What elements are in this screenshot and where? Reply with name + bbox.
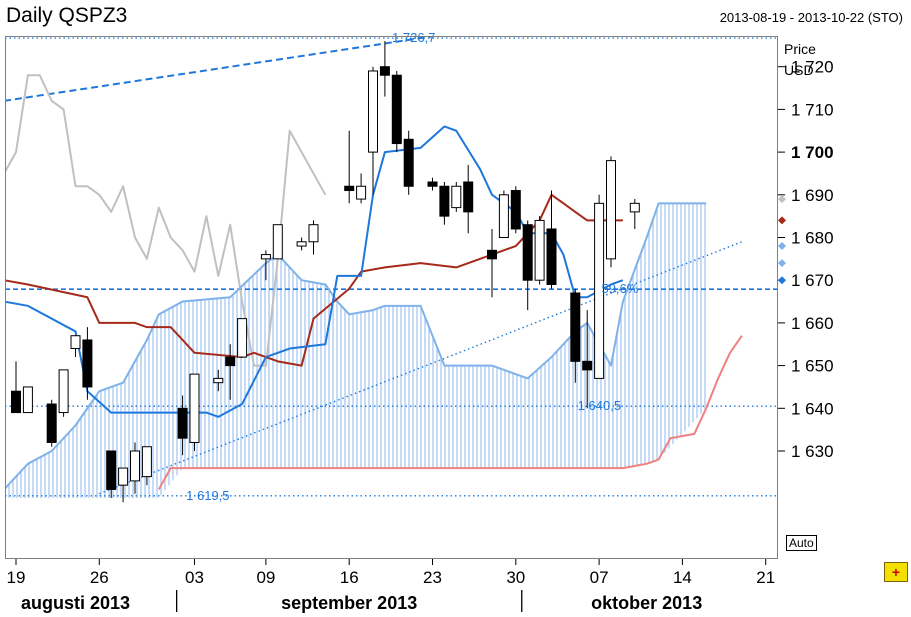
base-line: [5, 193, 623, 367]
price-marker: [778, 195, 786, 204]
candle-body: [463, 181, 474, 213]
price-tick-label: 1 680: [791, 229, 834, 248]
price-tick-label: 1 660: [791, 314, 834, 333]
candle-body: [451, 185, 462, 209]
candle-body: [427, 181, 438, 187]
candle-body: [177, 407, 188, 439]
price-marker: [778, 259, 786, 268]
candle-body: [22, 386, 33, 414]
price-axis-unit: USD: [784, 62, 814, 78]
candle-body: [344, 185, 355, 192]
date-tick-label: 30: [506, 568, 525, 587]
horizontal-line-label: 59,6%: [601, 281, 638, 296]
candle-body: [594, 202, 605, 379]
price-tick-label: 1 630: [791, 442, 834, 461]
candle-body: [510, 190, 521, 230]
candle-body: [522, 224, 533, 281]
candle-body: [582, 360, 593, 371]
price-tick-label: 1 690: [791, 186, 834, 205]
candle-body: [403, 138, 414, 187]
auto-scale-button[interactable]: Auto: [786, 535, 817, 551]
date-range: 2013-08-19 - 2013-10-22 (STO): [719, 10, 903, 25]
candle-body: [546, 228, 557, 285]
price-tick-label: 1 650: [791, 357, 834, 376]
candle-body: [118, 467, 129, 486]
date-axis: 19 26 03 09 16 23 30 07 14 21 augusti 2013 septembe…: [7, 559, 775, 613]
candle-body: [272, 224, 283, 260]
month-label: september 2013: [281, 593, 417, 613]
date-tick-label: 09: [256, 568, 275, 587]
price-tick-label: 1 670: [791, 271, 834, 290]
horizontal-line-label: 1 726,7: [392, 30, 435, 45]
candle-body: [570, 292, 581, 362]
candle-body: [130, 450, 140, 482]
price-marker: [778, 242, 786, 251]
horizontal-line-label: 1 619,5: [186, 488, 229, 503]
date-tick-label: 14: [673, 568, 692, 587]
date-tick-label: 03: [185, 568, 204, 587]
candle-body: [368, 70, 378, 153]
price-axis-unit: Price: [784, 41, 816, 57]
horizontal-line-label: 1 640,5: [578, 398, 621, 413]
date-tick-label: 19: [7, 568, 26, 587]
chart-title: Daily QSPZ3: [6, 4, 128, 27]
conversion-line: [5, 125, 624, 418]
price-tick-label: 1 700: [791, 143, 834, 162]
candle-body: [46, 403, 57, 443]
candle-body: [225, 356, 236, 367]
price-tick-label: 1 640: [791, 399, 834, 418]
price-tick-label: 1 710: [791, 100, 834, 119]
trend-lines: [5, 36, 743, 495]
candle-body: [498, 194, 509, 239]
candle-body: [606, 160, 616, 260]
candles: [11, 41, 640, 503]
candle-body: [308, 224, 319, 243]
date-tick-label: 23: [423, 568, 442, 587]
candle-body: [356, 185, 367, 200]
price-tick-label: 1 720: [791, 58, 834, 77]
price-marker: [778, 216, 786, 225]
candle-body: [260, 254, 271, 260]
leading-span-b-line: [157, 335, 743, 490]
month-label: oktober 2013: [591, 593, 702, 613]
add-indicator-icon[interactable]: +: [884, 562, 908, 582]
price-marker: [778, 276, 786, 285]
candle-body: [534, 219, 545, 281]
candle-body: [213, 377, 224, 384]
candle-body: [391, 74, 402, 145]
candle-body: [296, 241, 307, 247]
candle-body: [58, 369, 69, 414]
date-tick-label: 26: [90, 568, 109, 587]
candle-body: [141, 446, 152, 478]
candle-body: [629, 202, 640, 213]
line-annotations: 1 726,7 59,6% 1 640,5 1 619,5: [186, 30, 639, 503]
horizontal-lines: [5, 37, 778, 497]
candle-body: [189, 373, 200, 443]
candle-body: [106, 450, 117, 490]
date-tick-label: 16: [340, 568, 359, 587]
candle-body: [439, 185, 450, 217]
month-label: augusti 2013: [21, 593, 130, 613]
candle-body: [82, 339, 93, 388]
date-tick-label: 07: [590, 568, 609, 587]
trend-line: [5, 36, 442, 102]
candle-body: [487, 249, 497, 260]
date-tick-label: 21: [756, 568, 775, 587]
lagging-span-line: [5, 74, 327, 367]
candle-body: [11, 390, 21, 414]
candle-body: [70, 335, 81, 350]
candle-body: [237, 318, 248, 358]
candle-body: [379, 66, 390, 76]
